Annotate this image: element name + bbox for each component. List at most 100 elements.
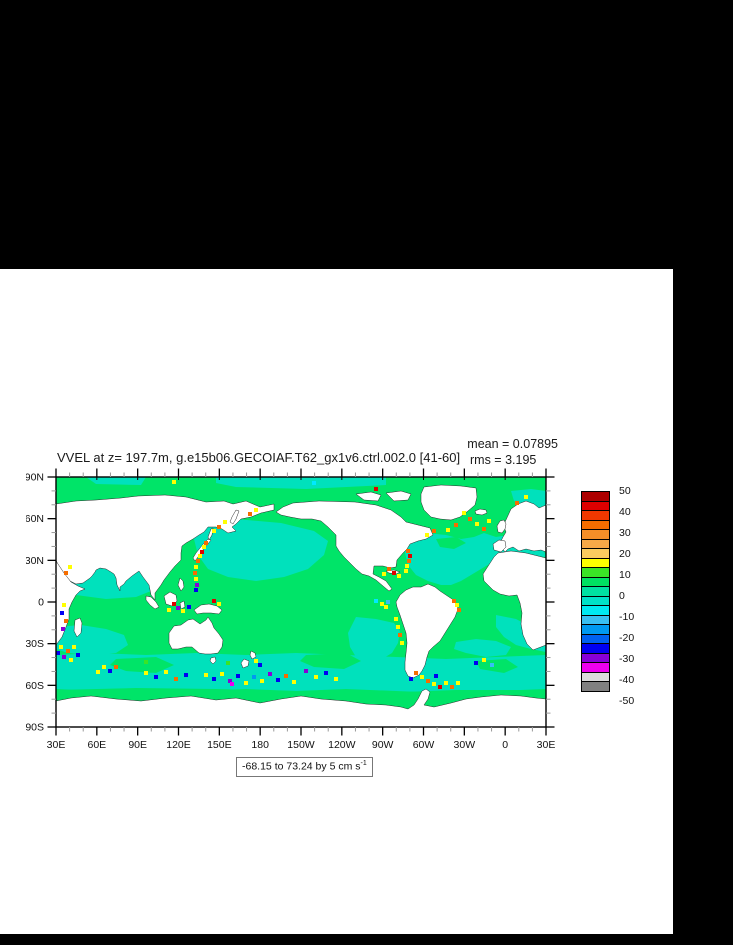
- speckle: [446, 528, 450, 532]
- speckle: [198, 554, 202, 558]
- speckle: [268, 672, 272, 676]
- colorbar-label: -20: [619, 632, 635, 644]
- rms-value-label: rms = 3.195: [470, 453, 537, 467]
- speckle: [68, 565, 72, 569]
- colorbar-label: 0: [619, 590, 625, 602]
- speckle: [195, 583, 199, 587]
- world-map: [56, 477, 546, 727]
- tick-label: 60S: [26, 680, 44, 692]
- speckle: [96, 670, 100, 674]
- speckle: [452, 599, 456, 603]
- tick-label: 180: [251, 739, 269, 751]
- speckle: [490, 663, 494, 667]
- speckle: [212, 677, 216, 681]
- landmass-australia: [168, 616, 224, 655]
- axis-ticks: [47, 468, 555, 736]
- speckle: [482, 527, 486, 531]
- speckle: [66, 649, 70, 653]
- speckle: [432, 682, 436, 686]
- colorbar-label: 50: [619, 485, 631, 497]
- landmass-kamchatka: [229, 509, 240, 525]
- speckle: [444, 681, 448, 685]
- colorbar-label: 30: [619, 527, 631, 539]
- speckle: [456, 681, 460, 685]
- speckle: [474, 661, 478, 665]
- landmass-iceland: [474, 508, 488, 516]
- tick-label: 30S: [26, 638, 44, 650]
- speckle: [292, 680, 296, 684]
- speckle: [144, 660, 148, 664]
- speckle: [144, 671, 148, 675]
- speckle: [228, 679, 232, 683]
- speckle: [176, 606, 180, 610]
- speckle: [414, 671, 418, 675]
- colorbar-boxes: [581, 491, 610, 692]
- contour-range-text: -68.15 to 73.24 by 5 cm s: [242, 760, 361, 773]
- speckle: [398, 633, 402, 637]
- speckle: [312, 481, 316, 485]
- speckle: [108, 669, 112, 673]
- speckle: [276, 678, 280, 682]
- tick-label: 30N: [26, 555, 44, 567]
- speckle: [194, 565, 198, 569]
- speckle: [181, 609, 185, 613]
- speckle: [196, 559, 200, 563]
- tick-label: 90S: [26, 722, 44, 734]
- landmass-eurasia: [56, 494, 275, 601]
- speckle: [254, 508, 258, 512]
- speckle: [397, 574, 401, 578]
- speckle: [76, 653, 80, 657]
- speckle: [396, 625, 400, 629]
- landmass-philippines: [177, 577, 185, 592]
- landmass-sulawesi: [179, 600, 186, 610]
- speckle: [304, 669, 308, 673]
- speckle: [236, 674, 240, 678]
- speckle: [425, 533, 429, 537]
- speckle: [468, 517, 472, 521]
- speckle: [404, 569, 408, 573]
- bottom-black-bar: [0, 934, 733, 945]
- tick-label: 90E: [128, 739, 147, 751]
- colorbar-legend: 50 40 30 20 10 0 -10 -20 -30 -40 -50: [581, 485, 661, 723]
- speckle: [386, 600, 390, 604]
- tick-label: 60E: [87, 739, 106, 751]
- speckle: [61, 627, 65, 631]
- speckle: [406, 549, 410, 553]
- speckle: [258, 663, 262, 667]
- speckle: [204, 541, 208, 545]
- tick-label: 150W: [287, 739, 315, 751]
- tick-label: 60W: [413, 739, 435, 751]
- plot-title: VVEL at z= 197.7m, g.e15b06.GECOIAF.T62_…: [57, 450, 461, 465]
- speckle: [400, 641, 404, 645]
- tick-label: 30E: [537, 739, 556, 751]
- speckle: [230, 682, 234, 686]
- speckle: [438, 685, 442, 689]
- speckle: [434, 674, 438, 678]
- speckle: [432, 529, 436, 533]
- speckle: [64, 619, 68, 623]
- landmass-madagascar: [73, 617, 83, 638]
- speckle: [408, 554, 412, 558]
- speckle: [212, 599, 216, 603]
- landmass-uk: [496, 519, 507, 534]
- speckle: [384, 605, 388, 609]
- contour-range-caption: -68.15 to 73.24 by 5 cm s-1: [236, 757, 373, 777]
- speckle: [217, 525, 221, 529]
- speckle: [187, 605, 191, 609]
- speckle: [72, 645, 76, 649]
- speckle: [457, 608, 461, 612]
- speckle: [202, 545, 206, 549]
- tick-label: 150E: [207, 739, 232, 751]
- speckle: [154, 675, 158, 679]
- landmass-arctic-islands2: [385, 490, 412, 502]
- tick-label: 60N: [26, 513, 44, 525]
- speckle: [515, 501, 519, 505]
- speckle: [172, 480, 176, 484]
- speckle: [217, 602, 221, 606]
- axis-tick-labels: 30E 60E 90E 120E 150E 180 150W 120W 90W 60W 30W 0 30…: [26, 472, 555, 752]
- speckle: [62, 603, 66, 607]
- landmass-tasmania: [209, 656, 217, 665]
- speckle: [524, 495, 528, 499]
- landmass-europe: [499, 500, 546, 553]
